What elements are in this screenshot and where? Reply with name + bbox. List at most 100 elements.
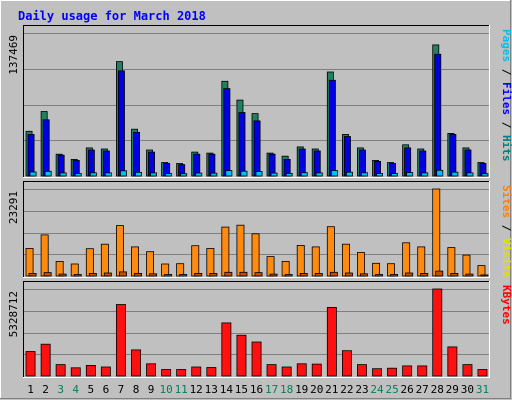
bar-pages-day-2	[44, 170, 52, 177]
bar-files-day-8	[133, 131, 140, 177]
bar-kbytes-day-21	[326, 306, 337, 377]
x-tick-label: 10	[159, 383, 172, 396]
chart-title: Daily usage for March 2018	[18, 9, 206, 23]
x-tick-label: 14	[220, 383, 234, 396]
bar-visits-day-30	[462, 254, 471, 277]
x-tick-label: 28	[431, 383, 444, 396]
bar-kbytes-day-22	[341, 350, 352, 377]
bar-sites-day-8	[134, 272, 142, 277]
bar-pages-day-7	[120, 170, 127, 177]
bar-sites-day-30	[465, 273, 474, 277]
bar-pages-day-29	[451, 171, 459, 177]
x-tick-label: 26	[400, 383, 413, 396]
bar-files-day-19	[298, 148, 306, 177]
bar-sites-day-11	[179, 274, 188, 277]
x-tick-label: 2	[42, 383, 49, 396]
bar-sites-day-27	[420, 272, 429, 277]
legend-part: Files	[500, 82, 512, 115]
legend-part: /	[500, 115, 512, 135]
bar-pages-day-28	[436, 169, 444, 177]
bar-visits-day-29	[447, 247, 456, 277]
bar-files-day-30	[464, 149, 472, 177]
x-tick-label: 18	[280, 383, 293, 396]
bar-visits-day-18	[281, 260, 290, 277]
bar-pages-day-1	[29, 171, 37, 177]
bar-kbytes-day-10	[161, 369, 172, 377]
bar-kbytes-day-9	[146, 363, 157, 377]
bar-visits-day-24	[372, 262, 380, 277]
legend-part: Pages	[500, 29, 512, 62]
bar-sites-day-7	[119, 271, 127, 277]
bar-kbytes-day-26	[402, 365, 413, 377]
bar-kbytes-day-24	[372, 368, 383, 377]
x-tick-label: 29	[446, 383, 459, 396]
bar-kbytes-day-16	[251, 341, 262, 377]
bar-pages-day-21	[330, 170, 338, 177]
bar-kbytes-day-14	[221, 322, 232, 377]
bar-kbytes-day-7	[116, 304, 126, 377]
bar-kbytes-day-2	[40, 343, 51, 377]
panel-legend: KBytes	[500, 285, 512, 325]
x-tick-label: 27	[416, 383, 429, 396]
bar-files-day-9	[148, 151, 155, 177]
bar-sites-day-25	[390, 274, 398, 277]
bar-kbytes-day-3	[55, 364, 66, 377]
y-axis-max-label: 5328712	[7, 291, 20, 337]
x-tick-label: 19	[295, 383, 308, 396]
bar-pages-day-5	[89, 172, 97, 177]
bar-visits-day-9	[146, 251, 154, 277]
bar-pages-day-26	[406, 172, 414, 177]
bar-kbytes-day-1	[25, 351, 36, 377]
bar-visits-day-26	[402, 242, 411, 277]
bar-visits-day-20	[311, 246, 320, 277]
bar-sites-day-31	[480, 274, 489, 277]
bar-visits-day-22	[341, 243, 350, 277]
bar-visits-day-15	[236, 224, 245, 277]
x-tick-label: 11	[175, 383, 188, 396]
chart-panels: 137469 Pages / Files / Hits 23291 Sites / V…	[7, 25, 512, 378]
bar-visits-day-6	[100, 243, 109, 277]
panel-pages-files-hits: 137469 Pages / Files / Hits	[7, 25, 512, 178]
bar-kbytes-day-30	[462, 364, 473, 377]
bar-files-day-20	[313, 150, 321, 177]
bar-visits-day-17	[266, 256, 275, 277]
bar-files-day-6	[102, 150, 110, 177]
bar-kbytes-day-25	[387, 367, 398, 377]
bar-sites-day-15	[239, 271, 248, 277]
y-axis-max-label: 23291	[7, 191, 20, 224]
bar-visits-day-16	[251, 233, 260, 277]
bar-pages-day-17	[270, 172, 278, 177]
x-tick-label: 21	[325, 383, 338, 396]
bar-sites-day-12	[194, 272, 203, 277]
x-tick-label: 8	[133, 383, 140, 396]
bar-files-day-28	[434, 53, 442, 177]
bar-pages-day-14	[225, 170, 233, 177]
bar-pages-day-19	[300, 172, 308, 177]
x-axis-labels: 1 2 3 4 5 6 7 8 9 10 11 12 13 14 15 16 17 18 19 20 21 22 23 24 2…	[27, 383, 489, 396]
bar-files-day-29	[449, 133, 457, 177]
bar-pages-day-18	[285, 172, 293, 177]
y-axis-max-label: 137469	[7, 35, 20, 75]
bar-kbytes-day-31	[477, 369, 488, 377]
legend-part: Visits	[500, 238, 512, 278]
bar-pages-day-27	[421, 172, 429, 177]
panel-kbytes: 5328712 KBytes	[7, 281, 512, 378]
bar-pages-day-22	[345, 171, 353, 177]
bar-sites-day-14	[224, 271, 233, 277]
bar-files-day-23	[358, 149, 366, 177]
bar-sites-day-16	[254, 272, 263, 277]
bar-pages-day-20	[315, 172, 323, 177]
bar-visits-day-21	[326, 226, 335, 277]
bar-pages-day-24	[376, 173, 383, 177]
bar-visits-day-5	[85, 248, 94, 277]
bar-visits-day-19	[296, 244, 305, 277]
x-tick-label: 1	[27, 383, 34, 396]
bar-pages-day-16	[255, 171, 263, 177]
bar-sites-day-2	[43, 272, 52, 277]
bar-pages-day-3	[59, 172, 67, 177]
x-tick-label: 24	[370, 383, 384, 396]
bar-visits-day-31	[477, 265, 486, 277]
bar-pages-day-23	[360, 172, 368, 177]
bar-sites-day-5	[88, 272, 97, 277]
bar-visits-day-12	[191, 245, 200, 277]
